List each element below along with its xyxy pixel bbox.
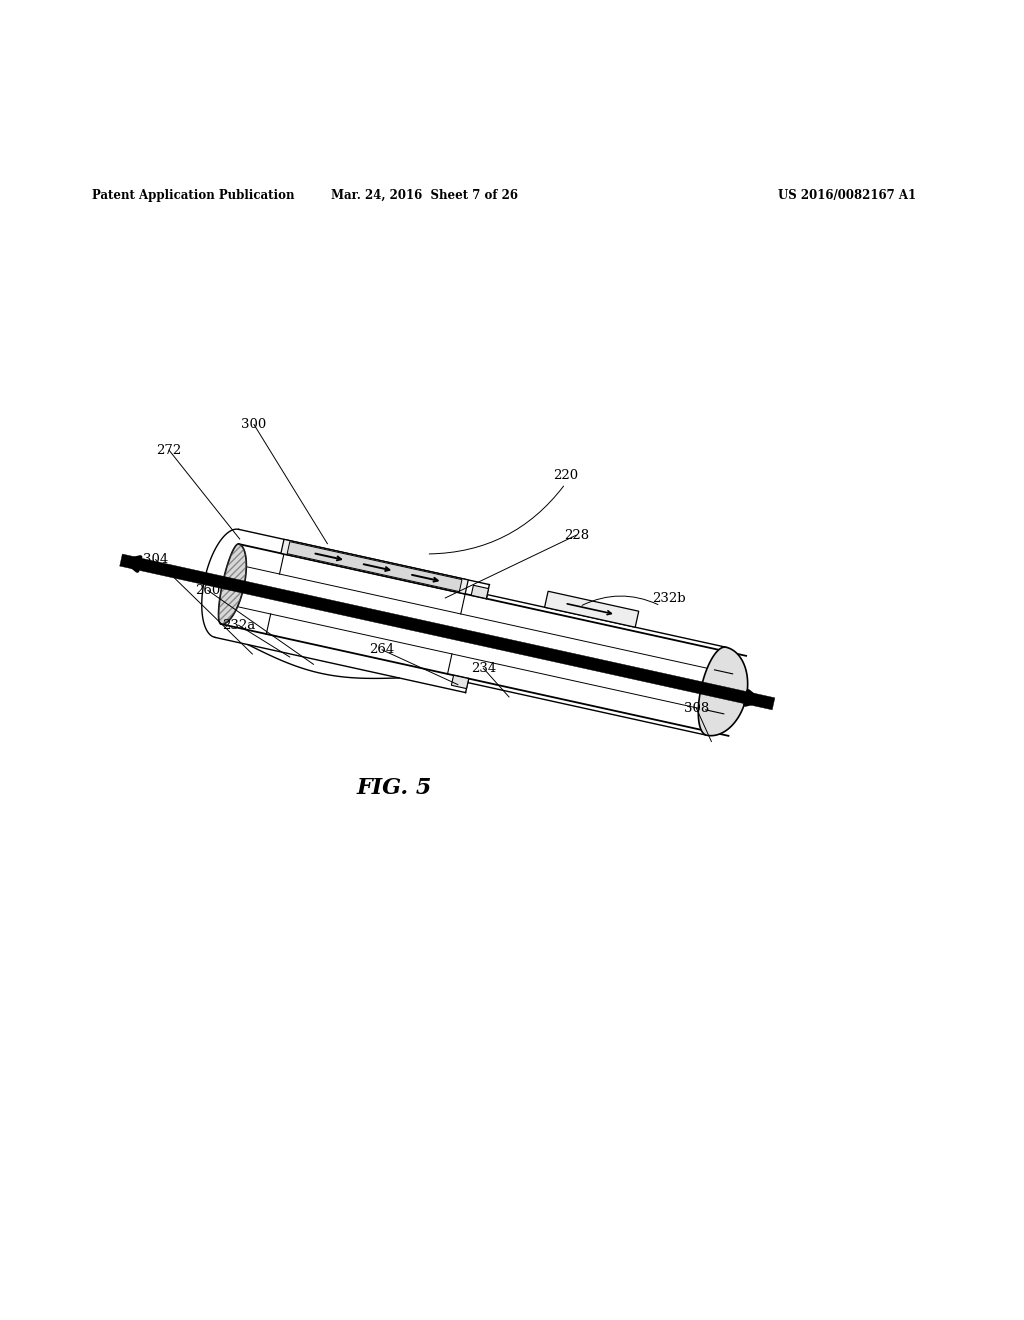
- Text: FIG. 5: FIG. 5: [356, 777, 432, 799]
- Polygon shape: [218, 544, 247, 624]
- Text: Patent Application Publication: Patent Application Publication: [92, 189, 295, 202]
- Text: 304: 304: [143, 553, 168, 566]
- Polygon shape: [698, 647, 748, 735]
- Polygon shape: [452, 676, 469, 689]
- Text: 228: 228: [564, 528, 589, 541]
- Text: 260: 260: [196, 583, 220, 597]
- Text: 300: 300: [242, 418, 266, 430]
- Text: 232a: 232a: [222, 619, 255, 632]
- Text: 308: 308: [684, 702, 709, 714]
- Text: 264: 264: [370, 643, 394, 656]
- Polygon shape: [471, 585, 488, 598]
- Text: 232b: 232b: [652, 593, 685, 605]
- Text: 220: 220: [553, 469, 578, 482]
- Text: Mar. 24, 2016  Sheet 7 of 26: Mar. 24, 2016 Sheet 7 of 26: [332, 189, 518, 202]
- Text: US 2016/0082167 A1: US 2016/0082167 A1: [778, 189, 916, 202]
- Text: 272: 272: [157, 444, 181, 457]
- Polygon shape: [545, 591, 639, 627]
- Polygon shape: [281, 540, 468, 594]
- Polygon shape: [287, 541, 462, 591]
- Polygon shape: [120, 554, 775, 710]
- Text: 234: 234: [471, 661, 496, 675]
